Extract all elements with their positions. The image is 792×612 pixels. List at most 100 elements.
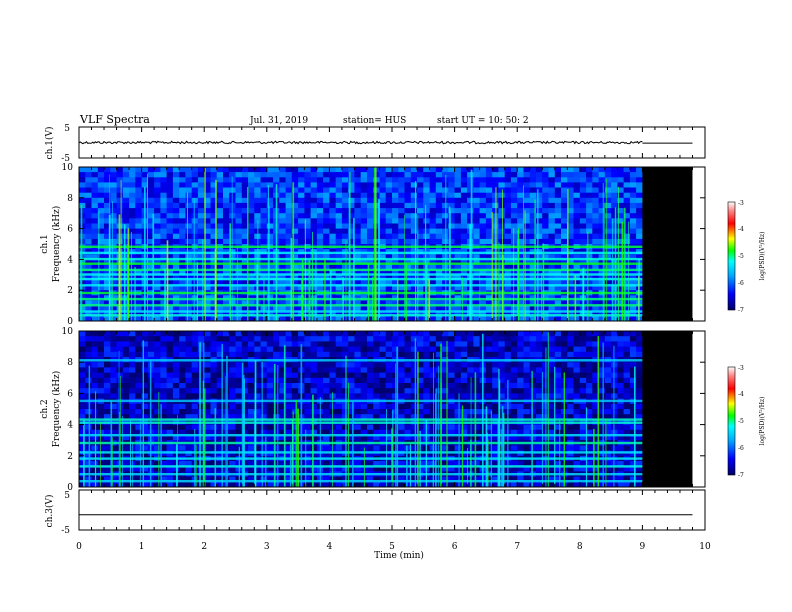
spectrogram-cell xyxy=(367,336,374,342)
spectrogram-cell xyxy=(285,233,293,240)
spectrogram-cell xyxy=(442,409,449,415)
spectrogram-cell xyxy=(129,254,136,260)
spectrogram-cell xyxy=(341,372,349,379)
spectrogram-cell xyxy=(235,388,243,394)
spectrogram-cell xyxy=(460,264,468,270)
spectrogram-cell xyxy=(348,264,355,270)
spectrogram-cell xyxy=(548,315,556,322)
spectrogram-cell xyxy=(316,300,324,306)
spectrogram-cell xyxy=(166,367,174,373)
spectrogram-cell xyxy=(410,238,418,245)
spectrogram-cell xyxy=(241,279,249,286)
spectrogram-cell xyxy=(191,351,199,358)
spectrogram-cell xyxy=(179,233,186,240)
spectrogram-cell xyxy=(341,414,349,420)
spectrogram-cell xyxy=(91,466,99,472)
spectrogram-cell xyxy=(191,409,199,415)
spectrogram-streak xyxy=(131,232,132,321)
spectrogram-cell xyxy=(498,177,506,183)
spectrogram-cell xyxy=(191,403,199,410)
spectrogram-cell xyxy=(185,393,193,399)
spectrogram-cell xyxy=(254,481,261,488)
spectrogram-cell xyxy=(410,346,418,353)
spectrogram-cell xyxy=(116,187,124,193)
spectrogram-cell xyxy=(467,336,474,342)
spectrogram-cell xyxy=(398,388,405,394)
spectrogram-cell xyxy=(404,187,412,193)
spectrogram-cell xyxy=(229,372,236,379)
spectrogram-cell xyxy=(166,264,174,270)
spectrogram-cell xyxy=(260,254,268,260)
spectrogram-cell xyxy=(210,213,218,219)
spectrogram-cell xyxy=(185,466,193,472)
spectrogram-cell xyxy=(623,264,631,270)
spectrogram-cell xyxy=(561,213,568,219)
spectrogram-cell xyxy=(523,233,531,240)
spectrogram-cell xyxy=(172,279,180,286)
spectrogram-cell xyxy=(360,167,368,173)
spectrogram-cell xyxy=(485,403,493,410)
spectrogram-cell xyxy=(442,351,449,358)
spectrogram-cell xyxy=(379,208,387,214)
spectrogram-cell xyxy=(110,254,117,260)
spectrogram-cell xyxy=(310,238,318,245)
spectrogram-cell xyxy=(110,197,117,204)
spectrogram-cell xyxy=(204,403,211,410)
spectrogram-cell xyxy=(348,429,355,436)
spectrogram-cell xyxy=(579,254,587,260)
spectrogram-cell xyxy=(410,269,418,276)
spectrogram-cell xyxy=(367,403,374,410)
spectrogram-cell xyxy=(392,223,399,229)
spectrogram-cell xyxy=(129,409,136,415)
spectrogram-cell xyxy=(335,208,343,214)
spectrogram-cell xyxy=(266,213,274,219)
spectrogram-cell xyxy=(310,182,318,188)
spectrogram-cell xyxy=(179,218,186,224)
spectrogram-cell xyxy=(273,177,280,183)
spectrogram-cell xyxy=(379,223,387,229)
spectrogram-cell xyxy=(110,429,117,436)
spectrogram-cell xyxy=(304,305,312,312)
spectrogram-cell xyxy=(354,409,362,415)
spectrogram-cell xyxy=(160,336,168,342)
spectrogram-cell xyxy=(367,187,374,193)
spectrogram-cell xyxy=(285,274,293,281)
spectrogram-cell xyxy=(623,182,631,188)
spectrogram-cell xyxy=(523,208,531,214)
spectrogram-cell xyxy=(304,331,312,337)
spectrogram-cell xyxy=(510,429,518,436)
spectrogram-cell xyxy=(316,310,324,317)
spectrogram-cell xyxy=(122,305,130,312)
spectrogram-cell xyxy=(341,435,349,441)
spectrogram-cell xyxy=(510,285,518,291)
spectrogram-streak xyxy=(373,167,375,321)
spectrogram-cell xyxy=(266,429,274,436)
spectrogram-cell xyxy=(473,346,481,353)
spectrogram-cell xyxy=(598,213,606,219)
spectrogram-cell xyxy=(410,213,418,219)
ch1-freq-label: Frequency (kHz) xyxy=(51,206,62,283)
spectrogram-cell xyxy=(404,218,412,224)
spectrogram-cell xyxy=(110,223,117,229)
spectrogram-cell xyxy=(485,341,493,347)
spectrogram-cell xyxy=(448,187,455,193)
spectrogram-cell xyxy=(348,182,355,188)
spectrogram-cell xyxy=(298,197,305,204)
spectrogram-cell xyxy=(454,336,462,342)
spectrogram-cell xyxy=(517,377,524,384)
spectrogram-cell xyxy=(210,377,218,384)
spectrogram-cell xyxy=(172,172,180,178)
spectrogram-cell xyxy=(348,403,355,410)
spectrogram-cell xyxy=(248,177,255,183)
spectrogram-cell xyxy=(285,264,293,270)
spectrogram-cell xyxy=(417,254,424,260)
spectrogram-cell xyxy=(166,202,174,209)
spectrogram-streak xyxy=(587,231,589,321)
spectrogram-cell xyxy=(617,228,625,235)
spectrogram-cell xyxy=(304,254,312,260)
ch1-ytick-2: 2 xyxy=(67,286,73,296)
spectrogram-cell xyxy=(636,177,643,183)
spectrogram-cell xyxy=(154,202,161,209)
spectrogram-cell xyxy=(248,202,255,209)
spectrogram-cell xyxy=(485,192,493,199)
